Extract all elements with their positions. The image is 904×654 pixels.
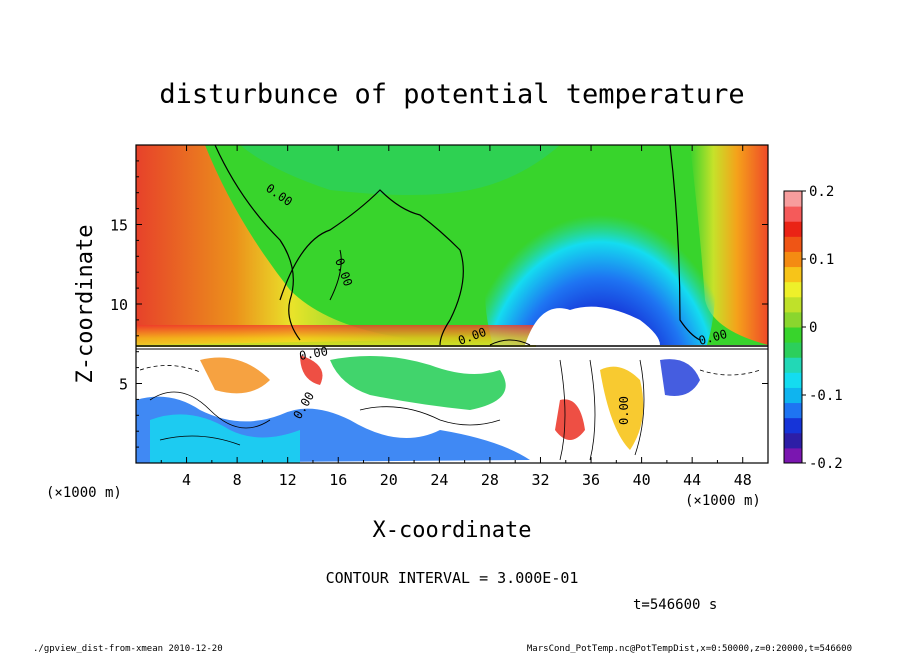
x-tick-label: 48: [734, 471, 752, 489]
colorbar-segment: [784, 311, 802, 328]
x-tick-label: 36: [582, 471, 600, 489]
footer-right: MarsCond_PotTemp.nc@PotTempDist,x=0:5000…: [527, 644, 852, 654]
colorbar-segment: [784, 357, 802, 373]
x-tick-label: 8: [233, 471, 242, 489]
colorbar-segment: [784, 251, 802, 268]
colorbar-tick-label: 0: [809, 320, 817, 336]
x-tick-label: 40: [633, 471, 651, 489]
x-axis-label: X-coordinate: [373, 518, 532, 543]
x-tick-label: 28: [481, 471, 499, 489]
colorbar-tick-label: 0.1: [809, 252, 834, 268]
chart-title: disturbunce of potential temperature: [159, 79, 744, 110]
colorbar: [783, 190, 803, 464]
y-tick-label: 5: [119, 376, 128, 394]
colorbar-segment: [784, 447, 802, 464]
colorbar-segment: [784, 191, 802, 207]
colorbar-segment: [784, 281, 802, 298]
x-tick-label: 12: [279, 471, 297, 489]
colorbar-segment: [784, 266, 802, 283]
y-tick-label: 10: [110, 296, 128, 314]
contour-label: 0.00: [617, 396, 631, 425]
colorbar-segment: [784, 432, 802, 449]
colorbar-segment: [784, 236, 802, 252]
x-tick-label: 20: [380, 471, 398, 489]
colorbar-segment: [784, 372, 802, 388]
colorbar-tick-label: -0.1: [809, 388, 843, 404]
colorbar-segment: [784, 221, 802, 237]
x-tick-label: 24: [430, 471, 448, 489]
y-tick-label: 15: [110, 217, 128, 235]
x-unit-left: (×1000 m): [46, 485, 122, 501]
x-unit-right: (×1000 m): [685, 493, 761, 509]
time-label: t=546600 s: [633, 597, 717, 613]
colorbar-tick-label: 0.2: [809, 184, 834, 200]
colorbar-segment: [784, 206, 802, 222]
contour-label: 0.00: [298, 344, 329, 363]
y-axis-label: Z-coordinate: [73, 225, 98, 384]
colorbar-segment: [784, 387, 802, 404]
x-tick-label: 16: [329, 471, 347, 489]
colorbar-ticks: 0.2 0.1 0 -0.1 -0.2: [802, 184, 843, 472]
y-axis: 5 10 15: [110, 160, 768, 448]
x-tick-label: 4: [182, 471, 191, 489]
x-axis: 4 8 12 16 20 24 28 32 36 40 44 48: [160, 145, 752, 489]
colorbar-segment: [784, 327, 802, 343]
heatmap-field: [136, 145, 768, 463]
x-tick-label: 32: [531, 471, 549, 489]
colorbar-tick-label: -0.2: [809, 456, 843, 472]
colorbar-segment: [784, 402, 802, 419]
x-tick-label: 44: [683, 471, 701, 489]
colorbar-segment: [784, 296, 802, 313]
colorbar-segment: [784, 342, 802, 358]
contour-interval: CONTOUR INTERVAL = 3.000E-01: [326, 569, 579, 587]
colorbar-segment: [784, 417, 802, 434]
footer-left: ./gpview_dist-from-xmean 2010-12-20: [33, 644, 223, 654]
